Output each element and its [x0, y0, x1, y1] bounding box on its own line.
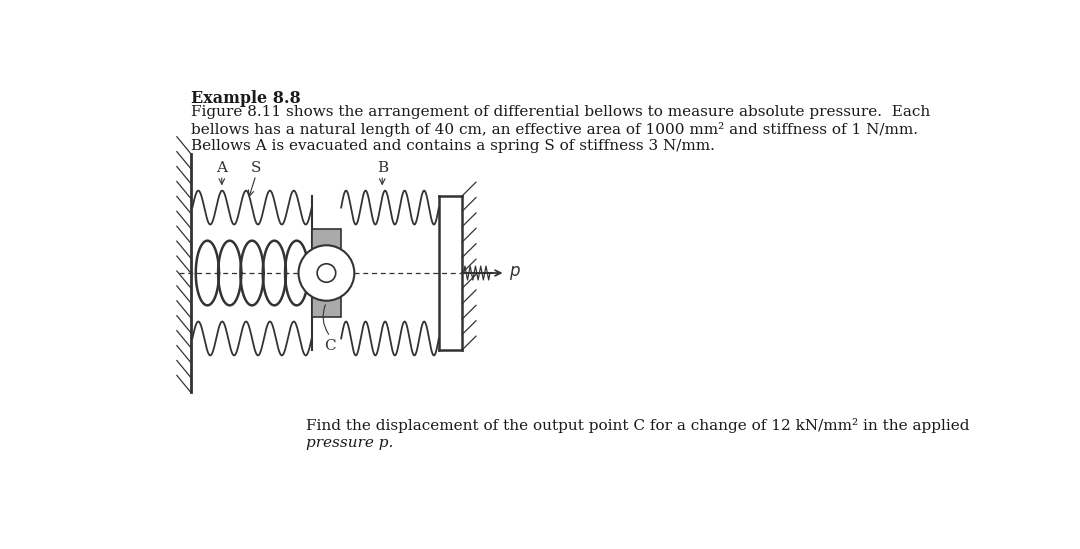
Bar [312, 229, 341, 317]
Text: C: C [324, 339, 336, 353]
Text: Figure 8.11 shows the arrangement of differential bellows to measure absolute pr: Figure 8.11 shows the arrangement of dif… [191, 105, 930, 119]
Text: Find the displacement of the output point C for a change of 12 kN/mm² in the app: Find the displacement of the output poin… [306, 418, 969, 433]
Circle shape [318, 264, 336, 282]
Text: S: S [251, 161, 261, 175]
Text: pressure p.: pressure p. [306, 436, 393, 450]
Text: Bellows A is evacuated and contains a spring S of stiffness 3 N/mm.: Bellows A is evacuated and contains a sp… [191, 139, 715, 153]
Text: A: A [216, 161, 227, 175]
Circle shape [298, 245, 354, 301]
Text: $p$: $p$ [509, 264, 521, 282]
Text: Example 8.8: Example 8.8 [191, 89, 300, 107]
Text: bellows has a natural length of 40 cm, an effective area of 1000 mm² and stiffne: bellows has a natural length of 40 cm, a… [191, 122, 918, 137]
Text: B: B [377, 161, 388, 175]
